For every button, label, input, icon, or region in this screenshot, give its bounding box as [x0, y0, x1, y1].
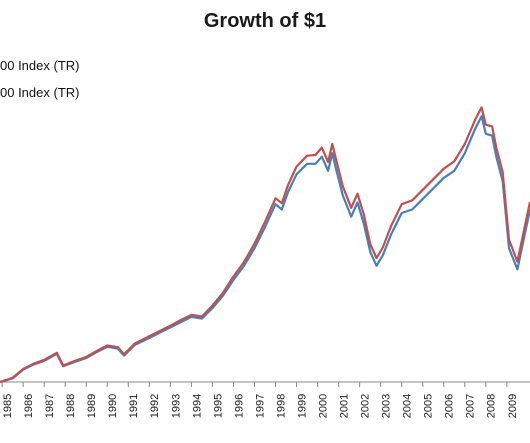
x-tick-label: 1995 — [212, 394, 224, 418]
x-tick-label: 2001 — [339, 394, 351, 418]
x-tick-label: 1994 — [191, 394, 203, 418]
x-tick-label: 2004 — [402, 394, 414, 418]
chart-title: Growth of $1 — [203, 10, 327, 32]
x-tick-label: 2000 — [317, 394, 329, 418]
x-tick-label: 2003 — [381, 394, 393, 418]
x-tick-label: 1988 — [65, 394, 77, 418]
x-ticks: 1985 1986 1987 1988 1989 1990 1991 1992 1993 1994… — [1, 382, 519, 418]
x-tick-label: 1998 — [275, 394, 287, 418]
x-tick-label: 1992 — [149, 394, 161, 418]
series-line-2 — [0, 106, 530, 384]
legend-entry: 00 Index (TR) — [0, 85, 79, 112]
x-tick-label: 1999 — [296, 394, 308, 418]
x-tick-label: 1993 — [170, 394, 182, 418]
x-tick-label: 1986 — [23, 394, 35, 418]
x-tick-label: 1985 — [2, 394, 14, 418]
series-group — [0, 106, 530, 384]
x-tick-label: 2007 — [465, 394, 477, 418]
x-tick-label: 2006 — [444, 394, 456, 418]
legend-entry-label: 00 Index (TR) — [0, 85, 80, 100]
x-tick-label: 2009 — [507, 394, 519, 418]
x-tick-label: 1987 — [44, 394, 56, 418]
x-tick-label: 2008 — [486, 394, 498, 418]
series-line-1 — [0, 115, 530, 384]
x-tick-label: 1997 — [254, 394, 266, 418]
legend-entry-label: 00 Index (TR) — [0, 58, 80, 73]
legend: 00 Index (TR) 00 Index (TR) — [0, 58, 79, 112]
x-tick-label: 2002 — [360, 394, 372, 418]
legend-entry: 00 Index (TR) — [0, 58, 79, 85]
x-tick-label: 1990 — [107, 394, 119, 418]
x-tick-label: 1989 — [86, 394, 98, 418]
x-tick-label: 2005 — [423, 394, 435, 418]
x-tick-label: 1996 — [233, 394, 245, 418]
x-tick-label: 1991 — [128, 394, 140, 418]
